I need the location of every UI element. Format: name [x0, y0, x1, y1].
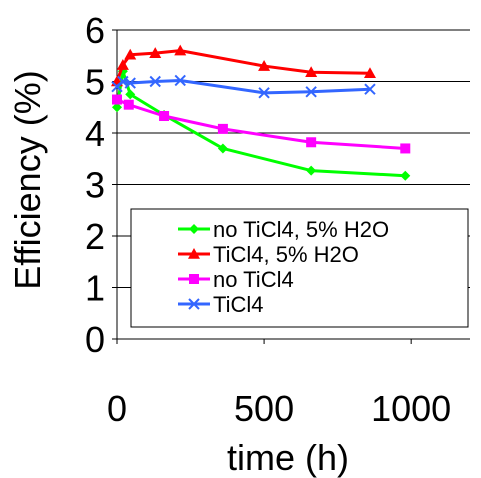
x-axis-title: time (h) — [227, 437, 349, 478]
data-point-ticl4-5 — [258, 87, 270, 99]
y-tick-label-6: 6 — [85, 10, 105, 51]
legend-item-no-ticl4-5-h2o: no TiCl4, 5% H2O — [178, 217, 389, 242]
legend-swatch-marker-no-ticl4-5-h2o — [189, 224, 199, 234]
legend-label-no-ticl4: no TiCl4 — [213, 267, 294, 292]
data-point-no-ticl4-5-h2o-0 — [112, 102, 122, 113]
y-tick-label-3: 3 — [85, 165, 105, 206]
data-point-no-ticl4-5-h2o-2 — [125, 89, 136, 100]
data-point-ticl4-5-h2o-3 — [149, 47, 162, 58]
data-point-ticl4-7 — [364, 83, 376, 95]
y-tick-label-5: 5 — [85, 62, 105, 103]
data-point-no-ticl4-5-h2o-6 — [400, 170, 411, 181]
data-point-no-ticl4-4 — [306, 137, 317, 148]
y-tick-label-4: 4 — [85, 113, 105, 154]
data-point-no-ticl4-1 — [123, 99, 134, 110]
legend-swatch-marker-ticl4 — [188, 298, 200, 310]
data-point-ticl4-5-h2o-2 — [124, 48, 137, 60]
x-tick-label-500: 500 — [234, 388, 294, 429]
data-point-no-ticl4-5-h2o-4 — [217, 143, 228, 154]
data-point-no-ticl4-0 — [112, 94, 122, 105]
legend-item-ticl4: TiCl4 — [178, 292, 264, 317]
x-tick-label-0: 0 — [107, 388, 127, 429]
y-tick-label-2: 2 — [85, 216, 105, 257]
data-point-ticl4-5-h2o-5 — [258, 60, 271, 71]
data-point-ticl4-5-h2o-1 — [116, 59, 129, 70]
data-point-ticl4-5-h2o-7 — [363, 67, 376, 79]
series-line-no-ticl4 — [116, 98, 406, 150]
data-point-no-ticl4-3 — [217, 123, 228, 134]
data-point-ticl4-5-h2o-4 — [174, 44, 187, 56]
data-series — [111, 44, 411, 181]
data-point-ticl4-4 — [174, 74, 186, 87]
series-no-ticl4 — [112, 94, 411, 154]
y-tick-label-1: 1 — [85, 268, 105, 309]
series-line-no-ticl4-5-h2o — [115, 69, 406, 178]
y-tick-label-0: 0 — [85, 319, 105, 360]
data-point-ticl4-6 — [305, 86, 317, 98]
y-axis-title: Efficiency (%) — [7, 70, 48, 289]
legend-swatch-marker-ticl4-5-h2o — [188, 248, 200, 259]
data-point-ticl4-5-h2o-6 — [305, 66, 318, 78]
data-point-no-ticl4-2 — [159, 111, 170, 122]
legend-label-ticl4-5-h2o: TiCl4, 5% H2O — [213, 242, 359, 267]
legend-item-ticl4-5-h2o: TiCl4, 5% H2O — [178, 242, 359, 267]
legend-label-no-ticl4-5-h2o: no TiCl4, 5% H2O — [213, 217, 389, 242]
data-point-no-ticl4-5 — [400, 143, 411, 154]
data-point-no-ticl4-5-h2o-5 — [306, 165, 317, 176]
data-point-ticl4-2 — [124, 77, 136, 89]
legend-swatch-marker-no-ticl4 — [189, 274, 199, 284]
x-tick-label-1000: 1000 — [371, 388, 451, 429]
tick-labels: 0 1 2 3 4 5 6 0 500 1000 — [85, 10, 451, 429]
data-point-ticl4-3 — [149, 75, 161, 88]
series-ticl4 — [111, 74, 376, 99]
legend-label-ticl4: TiCl4 — [213, 292, 264, 317]
series-ticl4-5-h2o — [111, 44, 376, 87]
legend-item-no-ticl4: no TiCl4 — [178, 267, 294, 292]
